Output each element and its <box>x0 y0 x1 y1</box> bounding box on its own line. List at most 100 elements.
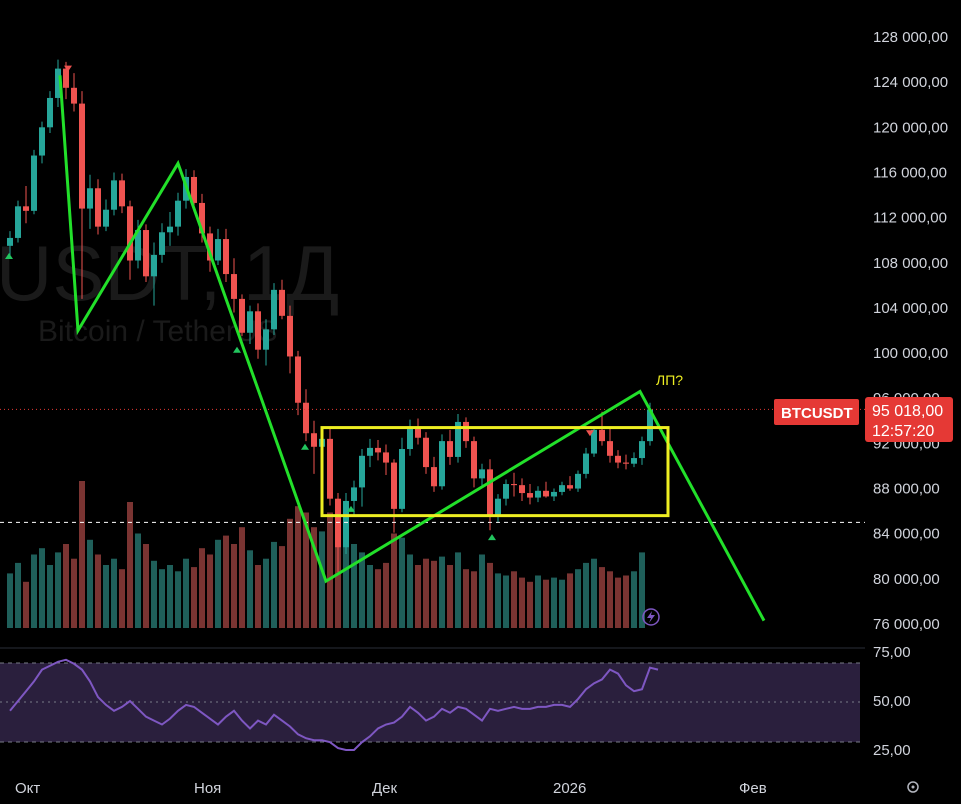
volume-bar <box>303 512 309 628</box>
price-tick-label: 128 000,00 <box>873 29 948 46</box>
volume-bar <box>495 573 501 628</box>
volume-bar <box>415 565 421 628</box>
candle-body <box>247 311 253 333</box>
volume-bar <box>511 571 517 628</box>
candle-body <box>151 254 157 277</box>
candle-body <box>159 232 165 255</box>
rsi-axis[interactable]: 75,00 50,00 25,00 <box>873 644 911 759</box>
candle-body <box>271 289 277 330</box>
candle-body <box>487 469 493 517</box>
rsi-tick-label: 75,00 <box>873 644 911 661</box>
volume-bar <box>623 575 629 628</box>
candle-body <box>591 429 597 454</box>
candle-body <box>623 462 629 464</box>
price-tick-label: 84 000,00 <box>873 526 940 543</box>
volume-bar <box>167 565 173 628</box>
candle-body <box>143 230 149 277</box>
volume-bar <box>359 552 365 628</box>
volume-bar <box>231 544 237 628</box>
candle-body <box>599 429 605 442</box>
candle-body <box>255 311 261 350</box>
last-price-value: 95 018,00 <box>872 403 943 420</box>
time-tick-label: Окт <box>15 780 40 797</box>
volume-bar <box>87 539 93 628</box>
candle-body <box>631 458 637 464</box>
candle-body <box>351 487 357 501</box>
candle-body <box>31 155 37 211</box>
volume-bar <box>135 533 141 628</box>
candle-body <box>615 455 621 463</box>
candle-body <box>503 484 509 499</box>
volume-bar <box>15 562 21 628</box>
volume-bar <box>439 556 445 628</box>
candle-body <box>455 421 461 457</box>
volume-bar <box>351 544 357 628</box>
candle-body <box>639 441 645 459</box>
volume-bar <box>143 544 149 628</box>
candle-body <box>63 68 69 88</box>
volume-bar <box>287 518 293 628</box>
candle-body <box>295 356 301 403</box>
volume-bar <box>423 558 429 628</box>
candle-body <box>607 441 613 456</box>
volume-bar <box>111 558 117 628</box>
candle-body <box>527 493 533 498</box>
candle-body <box>119 180 125 207</box>
volume-bar <box>311 527 317 628</box>
price-axis[interactable]: 128 000,00 124 000,00 120 000,00 116 000,00… <box>873 29 948 633</box>
price-tick-label: 116 000,00 <box>873 164 947 181</box>
candle-body <box>439 441 445 487</box>
range-rectangle-drawing[interactable] <box>320 426 670 518</box>
volume-bar <box>103 565 109 628</box>
candle-body <box>335 498 341 548</box>
candle-body <box>175 200 181 227</box>
volume-bar <box>503 575 509 628</box>
candle-body <box>479 469 485 479</box>
volume-bar <box>55 552 61 628</box>
candle-body <box>359 455 365 488</box>
buy-signal-marker <box>5 252 13 259</box>
volume-bar <box>535 575 541 628</box>
volume-bar <box>39 548 45 628</box>
volume-bar <box>159 569 165 628</box>
sell-signal-marker <box>64 65 72 72</box>
volume-bar <box>455 552 461 628</box>
volume-bar <box>383 562 389 628</box>
volume-bar <box>191 567 197 628</box>
volume-bar <box>279 546 285 628</box>
volume-bar <box>343 533 349 628</box>
candle-body <box>551 491 557 497</box>
volume-bar <box>639 552 645 628</box>
candle-body <box>511 484 517 486</box>
volume-bar <box>431 560 437 628</box>
volume-bar <box>519 577 525 628</box>
candle-body <box>191 176 197 203</box>
volume-bar <box>447 565 453 628</box>
volume-bar <box>295 506 301 628</box>
gear-icon[interactable] <box>907 781 919 793</box>
lightning-icon[interactable] <box>642 608 660 626</box>
candle-body <box>327 438 333 499</box>
candle-body <box>647 409 653 442</box>
annotation-label[interactable]: ЛП? <box>656 372 683 388</box>
volume-bar <box>575 569 581 628</box>
candle-body <box>79 103 85 209</box>
price-tick-label: 112 000,00 <box>873 210 947 227</box>
candle-body <box>431 467 437 487</box>
candle-body <box>415 426 421 438</box>
volume-bar <box>175 571 181 628</box>
rsi-tick-label: 50,00 <box>873 693 911 710</box>
rsi-line <box>9 658 659 751</box>
candle-body <box>39 127 45 156</box>
volume-bar <box>527 581 533 628</box>
volume-bar <box>127 502 133 628</box>
volume-bar <box>375 569 381 628</box>
time-axis[interactable]: Окт Ноя Дек 2026 Фев <box>15 780 767 797</box>
price-tick-label: 88 000,00 <box>873 481 940 498</box>
volume-bar <box>367 565 373 628</box>
candle-body <box>135 230 141 261</box>
zigzag-drawing[interactable] <box>58 75 766 622</box>
candle-body <box>567 485 573 489</box>
candle-body <box>383 452 389 463</box>
